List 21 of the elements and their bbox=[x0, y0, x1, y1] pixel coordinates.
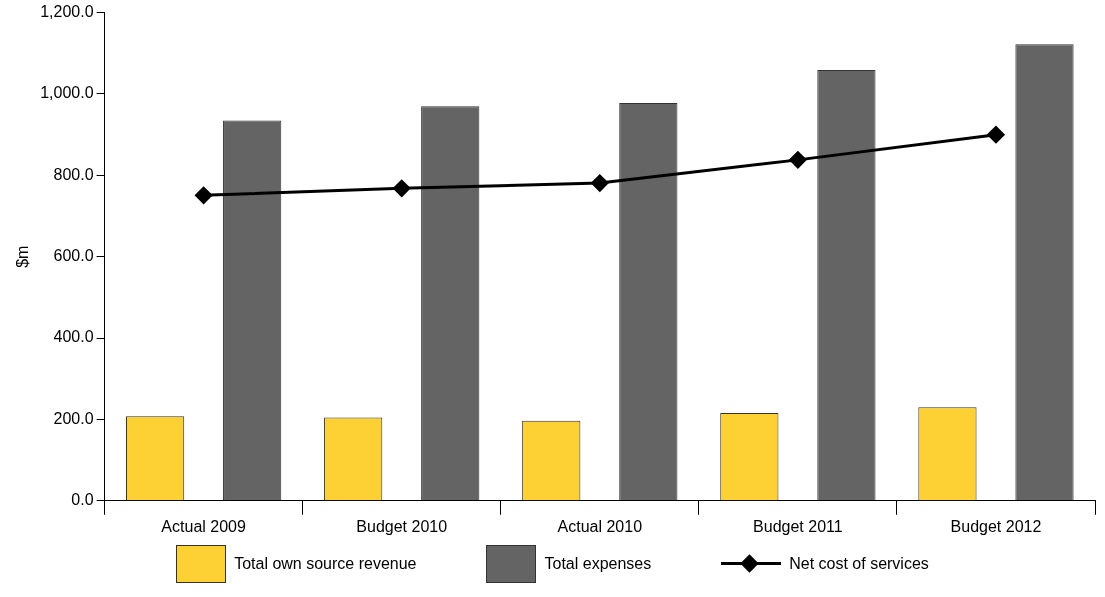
point bbox=[195, 186, 213, 204]
y-tick-label: 800.0 bbox=[53, 165, 94, 183]
y-tick-label: 1,200.0 bbox=[40, 3, 94, 21]
y-tick-label: 1,000.0 bbox=[40, 84, 94, 102]
x-tick-label: Actual 2009 bbox=[161, 517, 246, 535]
y-tick-label: 400.0 bbox=[53, 328, 94, 346]
point bbox=[591, 174, 609, 192]
legend-label: Net cost of services bbox=[789, 555, 929, 573]
x-tick-label: Budget 2011 bbox=[753, 517, 843, 535]
y-tick-label: 200.0 bbox=[53, 409, 94, 427]
point bbox=[789, 151, 807, 169]
x-tick-label: Actual 2010 bbox=[557, 517, 643, 535]
y-tick-label: 0.0 bbox=[71, 491, 94, 509]
y-axis-title: $m bbox=[14, 245, 32, 268]
x-tick-label: Budget 2012 bbox=[950, 517, 1042, 535]
point bbox=[393, 179, 411, 197]
y-tick-label: 600.0 bbox=[53, 247, 94, 265]
legend-label: Total own source revenue bbox=[234, 555, 417, 573]
x-tick-label: Budget 2010 bbox=[356, 517, 448, 535]
legend-label: Total expenses bbox=[544, 555, 652, 573]
point bbox=[987, 126, 1005, 144]
